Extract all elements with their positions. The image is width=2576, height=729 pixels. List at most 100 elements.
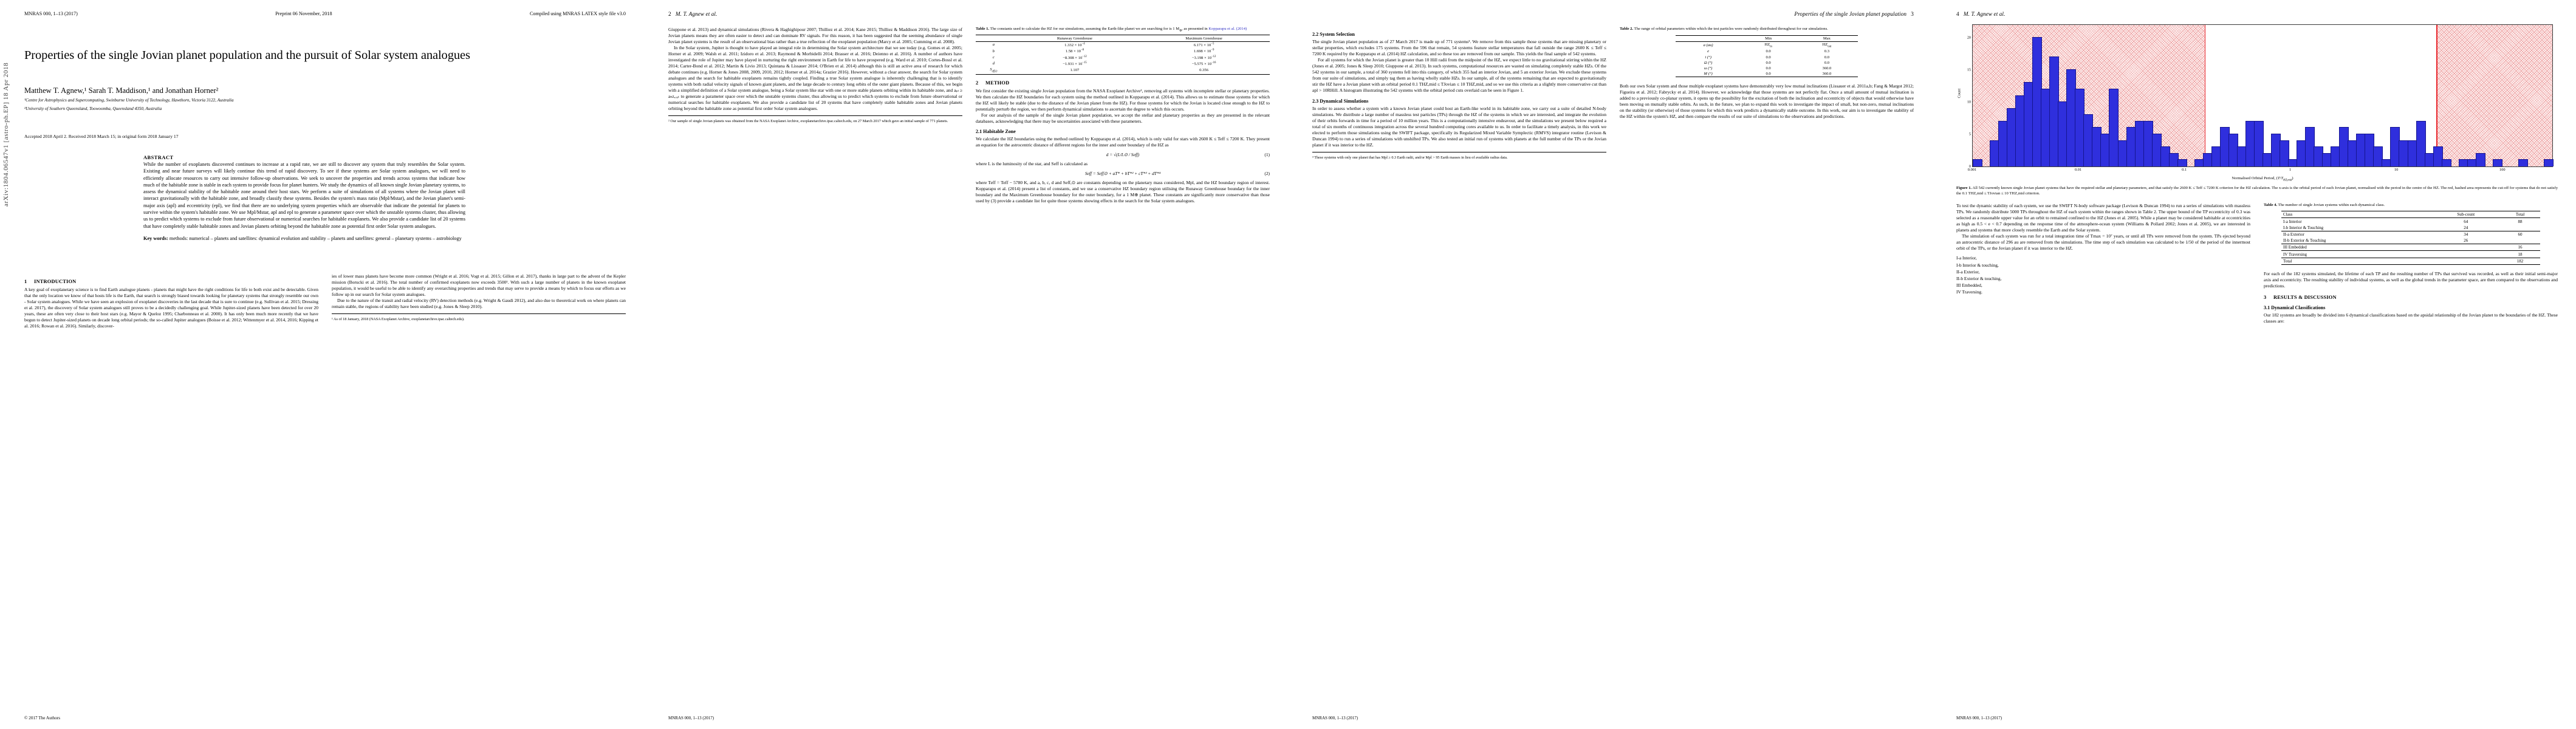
table-row: Ω (°) 0.0 0.0 xyxy=(1704,60,1830,65)
histogram-bar xyxy=(2109,88,2119,166)
table-row: II-b Exterior & Touching 26 xyxy=(2281,238,2540,244)
copyright-line: © 2017 The Authors xyxy=(24,716,61,720)
page2-para-1: Giuppone et al. 2013) and dynamical simu… xyxy=(668,27,962,44)
table-row: i (°) 0.0 0.0 xyxy=(1705,55,1830,60)
intro-paragraph-1: A key goal of exoplanetary science is to… xyxy=(24,287,318,329)
table-row: Total 182 xyxy=(2281,258,2540,265)
hz-para-2: where L is the luminosity of the star, a… xyxy=(976,161,1088,167)
subsection-heading-dynamical-sims: 2.3 Dynamical Simulations xyxy=(1312,98,1369,104)
footnote-1: ¹ As of 18 January, 2018 (NASA Exoplanet… xyxy=(332,317,465,321)
section-heading-results: 3 RESULTS & DISCUSSION xyxy=(2264,294,2337,300)
page1-footnotes: ¹ As of 18 January, 2018 (NASA Exoplanet… xyxy=(332,313,626,322)
table1-col-maximum: Maximum Greenhouse xyxy=(1185,36,1222,41)
x-axis-tick: 1 xyxy=(2289,168,2292,172)
table1-col-runaway: Runaway Greenhouse xyxy=(1057,36,1092,41)
table-4: Class Sub-count Total I-a Interior 64 88 I… xyxy=(2281,211,2540,265)
figure-1-block: 0 5 10 15 20 Count 0.001 0.01 0.1 1 10 100 No… xyxy=(1956,24,2558,197)
histogram-bar xyxy=(2543,159,2554,166)
pdf-page-2: 2 M. T. Agnew et al. Giuppone et al. 201… xyxy=(644,0,1288,729)
y-tick-5: 5 xyxy=(1968,132,1971,137)
histogram-bar xyxy=(2253,120,2264,166)
x-axis-label: Normalised Orbital Period, (T/THZ,mid) xyxy=(2232,176,2293,182)
page3-footnote: ³ These systems with only one planet tha… xyxy=(1312,151,1606,160)
page4-para-3: The simulation of each system was run fo… xyxy=(1956,233,2250,251)
histogram-bar xyxy=(1973,159,1983,166)
page3-right-para: Both our own Solar system and those mult… xyxy=(1620,83,1914,120)
page1-col-left: 1 INTRODUCTION A key goal of exoplanetary… xyxy=(24,273,318,329)
class-list-item: I-b Interior & touching, xyxy=(1956,262,1999,268)
intro-paragraph-2: ies of lower mass planets have become mo… xyxy=(332,273,626,297)
page1-col-right: ies of lower mass planets have become mo… xyxy=(332,273,626,329)
table-row: II-a Exterior 34 60 xyxy=(2283,231,2523,237)
hatch-region-right xyxy=(2436,25,2552,166)
table4-col-class: Class xyxy=(2283,212,2293,217)
method-para-1: We first consider the existing single Jo… xyxy=(976,87,1270,112)
x-axis-tick: 0.01 xyxy=(2074,168,2082,172)
table-row: b 1.58 × 10−8 1.698 × 10−9 xyxy=(992,49,1214,54)
page3-col-left: 2.2 System Selection The single Jovian p… xyxy=(1312,27,1606,160)
accepted-line: Accepted 2018 April 2. Received 2018 Mar… xyxy=(24,133,179,139)
table-row: M (°) 0.0 360.0 xyxy=(1675,71,1858,77)
citation-kopparapu[interactable]: Kopparapu et al. (2014) xyxy=(1208,27,1247,31)
table2-caption-text: The range of orbital parameters within w… xyxy=(1634,27,1828,31)
abstract-block: ABSTRACT While the number of exoplanets … xyxy=(143,155,465,242)
figure1-label: Figure 1. xyxy=(1956,186,1972,191)
class-list-item: II-a Exterior, xyxy=(1956,269,1980,275)
table-row: Seff⊙ 1.107 0.356 xyxy=(976,67,1270,75)
page3-head-title: Properties of the single Jovian planet p… xyxy=(1794,11,1907,17)
equation-2: Seff = Seff⊙ + aT* + bT*² + cT*³ + dT*⁴ … xyxy=(1084,171,1270,177)
histogram-bar xyxy=(2433,146,2443,166)
page4-running-head: 4 M. T. Agnew et al. xyxy=(1956,11,2558,17)
intro-paragraph-3: Due to the nature of the transit and rad… xyxy=(332,297,626,309)
histogram-bar xyxy=(2492,159,2502,166)
journal-line: MNRAS 000, 1–13 (2017) xyxy=(24,11,78,16)
table-row: a (au) HZin HZout xyxy=(1703,42,1832,49)
table-row: ω (°) 0.0 360.0 xyxy=(1704,66,1832,70)
x-axis-tick: 100 xyxy=(2499,168,2506,172)
x-axis-tick: 10 xyxy=(2394,168,2399,172)
subsection-heading-habitable-zone: 2.1 Habitable Zone xyxy=(976,129,1016,135)
table4-col-subcount: Sub-count xyxy=(2457,212,2475,217)
hz-para-3: where Teff = Teff − 5780 K, and a, b, c,… xyxy=(976,180,1270,204)
abstract-text: While the number of exoplanets discovere… xyxy=(143,161,465,229)
section-heading-introduction: 1 INTRODUCTION xyxy=(24,279,77,285)
figure1-caption-text: All 542 currently known single Jovian pl… xyxy=(1956,186,2558,196)
footnote-3: ³ These systems with only one planet tha… xyxy=(1312,155,1508,160)
page4-results-intro: For each of the 182 systems simulated, t… xyxy=(2264,270,2558,289)
figure-1-histogram: 0 5 10 15 20 Count xyxy=(1957,24,2554,169)
page2-columns: Giuppone et al. 2013) and dynamical simu… xyxy=(668,27,1270,204)
table-row: e 0.0 0.3 xyxy=(1707,49,1830,54)
table-row: d −1.931 × 10−15 −5.575 × 10−16 xyxy=(992,61,1216,67)
subsection-heading-dynamical-classifications: 3.1 Dynamical Classifications xyxy=(2264,304,2326,310)
selection-para-2: For all systems for which the Jovian pla… xyxy=(1312,56,1606,93)
page2-para-2: In the Solar system, Jupiter is thought … xyxy=(668,44,962,111)
histogram-bars xyxy=(1973,25,2554,166)
y-tick-15: 15 xyxy=(1967,67,1971,72)
class-list-item: II-b Exterior & touching, xyxy=(1956,275,2002,281)
table4-col-total: Total xyxy=(2515,212,2525,217)
histogram-bar xyxy=(2518,159,2528,166)
table4-caption-text: The number of single Jovian systems with… xyxy=(2278,202,2385,207)
page2-footer: MNRAS 000, 1–13 (2017) xyxy=(668,716,714,720)
table-2: Min Max a (au) HZin HZout e 0.0 0.3 i (°) 0.0 0… xyxy=(1675,35,1858,78)
page4-columns: To test the dynamic stability of each sy… xyxy=(1956,203,2558,324)
page2-number: 2 xyxy=(668,11,671,17)
table-row: a 1.332 × 10−4 6.171 × 10−5 xyxy=(992,42,1214,47)
pdf-page-1: arXiv:1804.06547v1 [astro-ph.EP] 18 Apr … xyxy=(0,0,644,729)
histogram-bar xyxy=(2177,159,2187,166)
x-axis-ticks: 0.001 0.01 0.1 1 10 100 xyxy=(1968,167,2553,176)
table-row: I-b Interior & Touching 24 xyxy=(2281,225,2540,231)
keywords-text: methods: numerical – planets and satelli… xyxy=(169,235,462,241)
affiliation-1: ¹Centre for Astrophysics and Supercomput… xyxy=(24,98,234,103)
page3-col-right: Table 2. The range of orbital parameters… xyxy=(1620,27,1914,160)
table4-caption: Table 4. The number of single Jovian sys… xyxy=(2264,203,2558,208)
x-axis-tick: 0.001 xyxy=(1967,168,1977,172)
page2-head-author: M. T. Agnew et al. xyxy=(675,11,718,17)
dynsim-para-1: In order to assess whether a system with… xyxy=(1312,105,1606,148)
histogram-bar xyxy=(2373,146,2383,166)
x-axis-tick: 0.1 xyxy=(2182,168,2187,172)
histogram-bar xyxy=(2475,152,2485,166)
hz-para-1: We calculate the HZ boundaries using the… xyxy=(976,136,1270,148)
